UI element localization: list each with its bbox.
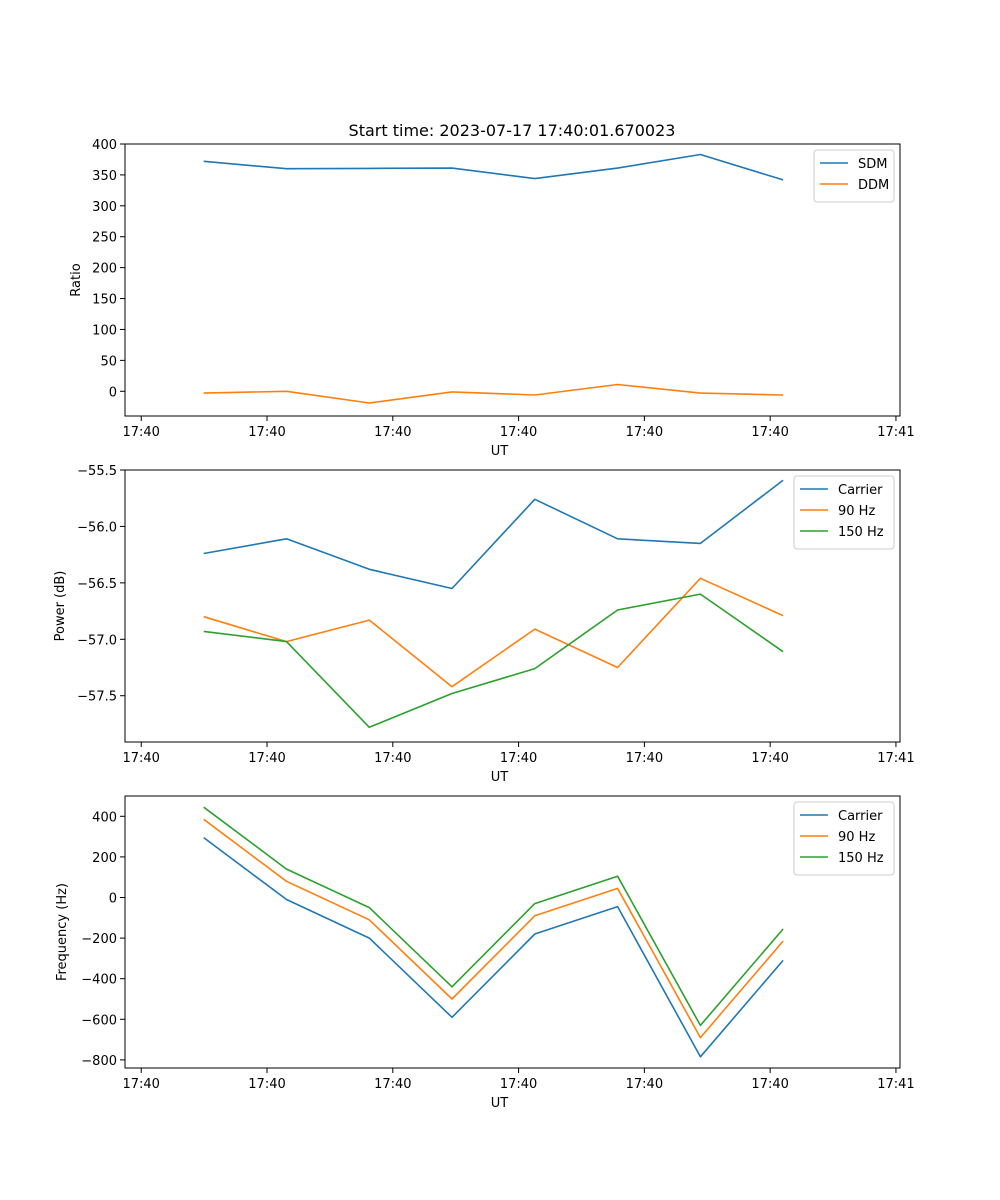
- axes-frame: [124, 469, 901, 743]
- y-tick-label: −56.0: [77, 520, 117, 535]
- legend-label: 90 Hz: [838, 830, 875, 845]
- x-tick-label: 17:40: [751, 751, 788, 766]
- x-axis-label: UT: [491, 770, 509, 785]
- y-tick-label: 150: [92, 293, 117, 308]
- x-tick-label: 17:40: [122, 751, 159, 766]
- series-line-ddm: [203, 383, 784, 404]
- y-tick-label: 200: [92, 851, 117, 866]
- x-tick-label: 17:41: [877, 1077, 914, 1092]
- y-tick-label: 0: [109, 385, 117, 400]
- legend-label: DDM: [858, 178, 889, 193]
- x-tick-label: 17:40: [626, 425, 663, 440]
- x-tick-label: 17:40: [500, 1077, 537, 1092]
- y-axis-label: Ratio: [69, 263, 84, 296]
- legend: SDM DDM: [813, 149, 895, 203]
- y-tick-label: 0: [109, 891, 117, 906]
- y-tick-label: −57.5: [77, 690, 117, 705]
- figure-title: Start time: 2023-07-17 17:40:01.670023: [349, 121, 676, 140]
- x-tick-label: 17:40: [248, 425, 285, 440]
- subplot-1: 17:40 17:40 17:40 17:40 17:40 17:40 17:41 0 50 10…: [69, 138, 915, 459]
- x-tick-label: 17:40: [248, 1077, 285, 1092]
- y-tick-label: 200: [92, 262, 117, 277]
- series-line-carrier: [203, 479, 784, 590]
- x-axis-label: UT: [491, 444, 509, 459]
- x-tick-label: 17:40: [626, 751, 663, 766]
- x-tick-label: 17:40: [751, 1077, 788, 1092]
- x-tick-label: 17:40: [374, 1077, 411, 1092]
- x-tick-label: 17:40: [248, 751, 285, 766]
- legend-label: 150 Hz: [838, 851, 884, 866]
- y-tick-label: 100: [92, 323, 117, 338]
- series-line-150-hz: [203, 593, 784, 729]
- x-tick-label: 17:40: [122, 425, 159, 440]
- x-tick-label: 17:40: [374, 751, 411, 766]
- series-line-carrier: [203, 836, 784, 1058]
- x-tick-label: 17:41: [877, 425, 914, 440]
- x-tick-label: 17:40: [122, 1077, 159, 1092]
- y-tick-label: −400: [81, 973, 117, 988]
- x-tick-label: 17:40: [500, 425, 537, 440]
- x-axis-label: UT: [491, 1096, 509, 1111]
- y-tick-label: 400: [92, 138, 117, 153]
- y-tick-label: −800: [81, 1054, 117, 1069]
- y-tick-label: −56.5: [77, 577, 117, 592]
- y-tick-label: 350: [92, 169, 117, 184]
- subplot-2: 17:40 17:40 17:40 17:40 17:40 17:40 17:41 −57.5…: [53, 464, 915, 785]
- series-line-sdm: [203, 153, 784, 181]
- legend-label: 90 Hz: [838, 504, 875, 519]
- y-tick-label: −57.0: [77, 633, 117, 648]
- series-line-90-hz: [203, 577, 784, 688]
- y-tick-label: −600: [81, 1013, 117, 1028]
- x-tick-label: 17:40: [751, 425, 788, 440]
- x-tick-label: 17:40: [374, 425, 411, 440]
- series-line-90-hz: [203, 818, 784, 1039]
- y-tick-label: 400: [92, 810, 117, 825]
- axes-frame: [124, 795, 901, 1069]
- y-tick-label: 250: [92, 231, 117, 246]
- y-tick-label: 300: [92, 200, 117, 215]
- y-tick-label: −55.5: [77, 464, 117, 479]
- axes-frame: [124, 143, 901, 417]
- legend: Carrier 90 Hz 150 Hz: [793, 475, 895, 550]
- legend-label: SDM: [858, 157, 887, 172]
- y-tick-label: 50: [100, 354, 117, 369]
- x-tick-label: 17:40: [500, 751, 537, 766]
- legend: Carrier 90 Hz 150 Hz: [793, 801, 895, 876]
- x-tick-label: 17:41: [877, 751, 914, 766]
- legend-label: Carrier: [838, 809, 883, 824]
- y-tick-label: −200: [81, 932, 117, 947]
- subplot-3: 17:40 17:40 17:40 17:40 17:40 17:40 17:41 −800 −…: [55, 795, 915, 1111]
- y-axis-label: Frequency (Hz): [55, 883, 70, 981]
- y-axis-label: Power (dB): [53, 571, 68, 642]
- legend-label: 150 Hz: [838, 525, 884, 540]
- x-tick-label: 17:40: [626, 1077, 663, 1092]
- plots-container: 17:40 17:40 17:40 17:40 17:40 17:40 17:41 0 50 10…: [53, 138, 915, 1111]
- series-line-150-hz: [203, 806, 784, 1027]
- legend-label: Carrier: [838, 483, 883, 498]
